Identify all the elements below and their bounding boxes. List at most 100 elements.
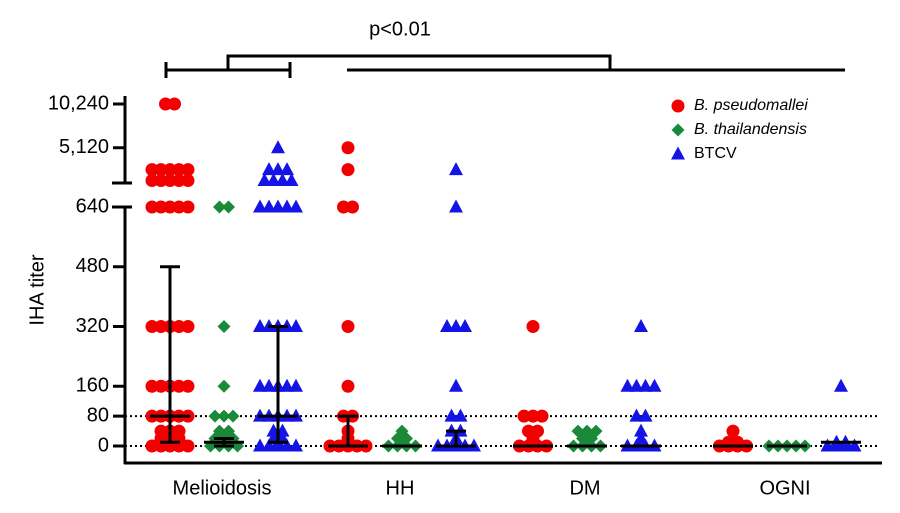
- point: [262, 378, 276, 392]
- point: [726, 424, 740, 438]
- point: [280, 438, 294, 452]
- point: [154, 424, 168, 438]
- point: [629, 378, 644, 392]
- point: [453, 408, 468, 422]
- point: [620, 378, 635, 392]
- axes: [112, 96, 882, 465]
- point: [181, 200, 195, 214]
- point: [145, 439, 159, 453]
- point: [341, 163, 355, 177]
- point: [580, 424, 594, 438]
- point: [266, 173, 281, 187]
- significance-brackets: [164, 54, 845, 78]
- point: [163, 174, 177, 188]
- point: [208, 409, 222, 423]
- point: [217, 409, 231, 423]
- point: [341, 320, 355, 333]
- point: [280, 162, 294, 176]
- point: [634, 319, 648, 332]
- point: [262, 199, 276, 213]
- point: [517, 409, 531, 423]
- point: [449, 378, 463, 392]
- point: [154, 200, 168, 214]
- legend-swatch: [671, 146, 685, 160]
- point: [154, 320, 168, 333]
- point: [629, 408, 644, 422]
- legend-label: B. thailandensis: [694, 121, 807, 138]
- y-tick-label: 5,120: [59, 136, 109, 158]
- point: [271, 162, 285, 176]
- y-tick-label: 0: [98, 434, 109, 456]
- point: [145, 320, 159, 333]
- point: [172, 424, 186, 438]
- point: [275, 173, 290, 187]
- x-tick-label: DM: [569, 477, 600, 499]
- point: [634, 423, 648, 437]
- point: [284, 173, 299, 187]
- point: [449, 162, 463, 176]
- point: [253, 319, 267, 332]
- point: [271, 140, 285, 154]
- point: [280, 378, 294, 392]
- point: [444, 408, 459, 422]
- point: [262, 162, 276, 176]
- point: [253, 378, 267, 392]
- point: [181, 379, 195, 393]
- point: [647, 378, 662, 392]
- point: [145, 174, 159, 188]
- y-tick-label: 80: [87, 404, 109, 426]
- point: [440, 319, 454, 332]
- point: [847, 438, 862, 452]
- point: [522, 424, 535, 438]
- point: [526, 320, 540, 333]
- point: [834, 378, 848, 392]
- point: [262, 438, 276, 452]
- bracket: [226, 54, 612, 70]
- point: [449, 319, 463, 332]
- y-axis-label: IHA titer: [26, 254, 48, 325]
- point: [181, 174, 195, 188]
- legend-label: BTCV: [694, 145, 737, 162]
- point: [217, 379, 231, 393]
- point: [181, 439, 195, 453]
- y-tick-label: 480: [76, 255, 109, 277]
- legend-marker: [671, 146, 685, 160]
- point: [449, 199, 463, 213]
- point: [172, 379, 186, 393]
- point: [289, 319, 303, 332]
- point: [346, 200, 359, 214]
- point: [172, 163, 186, 177]
- y-tick-label: 10,240: [48, 92, 109, 114]
- point: [634, 431, 648, 445]
- legend-swatch: [671, 123, 685, 137]
- point: [289, 199, 303, 213]
- point: [458, 319, 472, 332]
- x-tick-label: Melioidosis: [173, 477, 272, 499]
- point: [172, 174, 186, 188]
- point: [172, 200, 186, 214]
- y-tick-label: 160: [76, 375, 109, 397]
- point: [181, 163, 195, 177]
- x-tick-label: HH: [386, 477, 415, 499]
- point: [571, 424, 585, 438]
- point: [226, 409, 240, 423]
- point: [257, 173, 272, 187]
- point: [154, 174, 168, 188]
- point: [271, 199, 285, 213]
- point: [159, 97, 172, 111]
- point: [172, 320, 186, 333]
- point: [217, 320, 231, 333]
- point: [289, 378, 303, 392]
- point: [213, 200, 226, 214]
- point: [168, 97, 181, 111]
- point: [145, 379, 159, 393]
- point: [154, 379, 168, 393]
- point: [253, 438, 267, 452]
- point: [535, 409, 549, 423]
- point: [341, 379, 355, 393]
- point: [395, 424, 409, 438]
- point: [531, 424, 544, 438]
- point: [145, 163, 159, 177]
- point: [638, 378, 653, 392]
